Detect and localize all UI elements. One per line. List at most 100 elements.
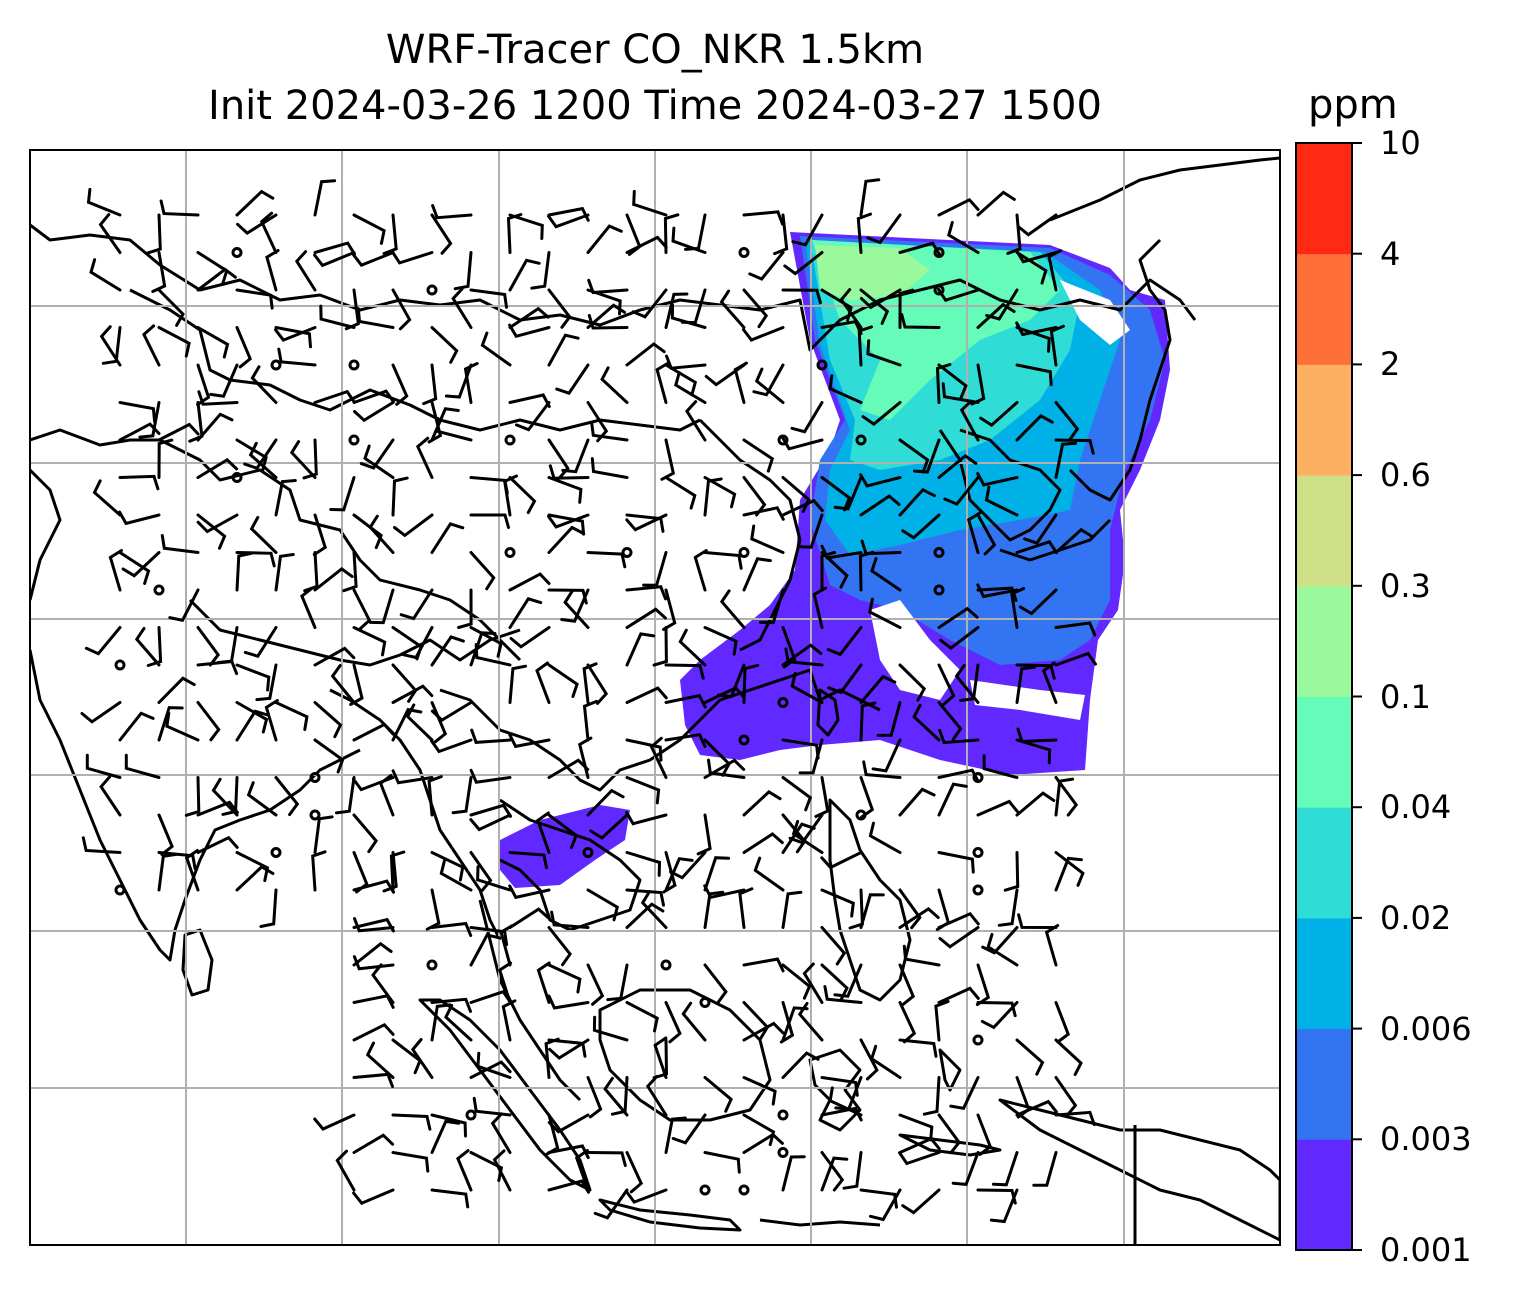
wind-barb	[758, 588, 785, 625]
wind-barb	[625, 851, 662, 877]
wind-barb	[124, 753, 161, 779]
wind-barb	[750, 524, 785, 554]
colorbar-tick-label: 10	[1380, 124, 1421, 162]
wind-barb	[719, 589, 746, 629]
wind-barb	[255, 663, 278, 702]
map-frame	[29, 149, 1281, 1246]
wind-barb	[798, 738, 824, 775]
wind-barb	[235, 551, 253, 592]
wind-barb	[748, 251, 785, 281]
wind-barb	[530, 251, 551, 290]
wind-barb	[274, 479, 297, 517]
wind-barb	[561, 438, 590, 474]
wind-barb	[587, 278, 629, 295]
wind-barb	[89, 258, 122, 292]
wind-barb	[1015, 540, 1058, 555]
wind-barb	[544, 1113, 560, 1156]
wind-barb	[391, 1151, 430, 1173]
wind-barb	[664, 693, 707, 709]
wind-barb	[586, 888, 620, 922]
wind-barb	[547, 476, 583, 504]
wind-barb	[476, 1051, 512, 1079]
wind-barb	[652, 1038, 669, 1080]
wind-barb	[693, 549, 708, 592]
wind-barb	[246, 781, 278, 817]
wind-barb	[86, 187, 122, 217]
wind-barb	[707, 758, 746, 779]
wind-barb	[812, 586, 828, 629]
wind-barb	[352, 1072, 394, 1088]
wind-barb	[1015, 251, 1048, 285]
wind-barb	[625, 1151, 644, 1194]
wind-barb	[754, 367, 785, 404]
wind-barb	[742, 476, 767, 517]
wind-barb	[508, 597, 543, 629]
wind-barb	[833, 476, 863, 511]
wind-barb	[589, 813, 629, 840]
wind-barb	[1003, 851, 1020, 892]
wind-barb	[157, 852, 178, 892]
wind-barb	[934, 1000, 950, 1042]
wind-barb	[574, 1149, 590, 1192]
wind-barb	[858, 550, 875, 592]
wind-barb	[593, 1188, 629, 1220]
wind-barb	[1054, 777, 1075, 817]
wind-barb	[791, 819, 824, 854]
wind-barb	[289, 440, 317, 479]
calm-wind-circle	[114, 659, 126, 671]
wind-barb	[742, 957, 785, 973]
wind-barb	[184, 849, 200, 892]
wind-barb	[430, 738, 473, 754]
coast-sri-lanka	[181, 928, 214, 997]
wind-barb	[480, 331, 512, 367]
wind-barb	[1047, 249, 1062, 292]
wind-barb	[703, 686, 746, 704]
wind-barb	[587, 314, 629, 330]
wind-barb	[550, 910, 590, 929]
wind-barb	[664, 663, 705, 680]
calm-wind-circle	[738, 734, 750, 746]
wind-barb	[365, 1041, 395, 1079]
wind-barb	[469, 803, 512, 818]
wind-barb	[823, 985, 863, 1004]
wind-barb	[196, 513, 227, 550]
wind-barb	[664, 292, 689, 329]
wind-barb	[92, 479, 122, 517]
map-area	[30, 150, 1280, 1245]
wind-barb	[294, 250, 317, 292]
wind-barb	[1016, 727, 1058, 744]
wind-barb	[508, 572, 551, 592]
wind-barb	[313, 646, 356, 667]
wind-barb	[1015, 249, 1058, 264]
wind-barb	[430, 326, 459, 364]
wind-barb	[937, 851, 975, 874]
wind-barb	[99, 775, 122, 817]
wind-barb	[652, 626, 668, 667]
wind-barb	[472, 1096, 512, 1117]
wind-barb	[986, 932, 1019, 967]
wind-barb	[827, 663, 863, 695]
wind-barb	[991, 1151, 1019, 1187]
wind-barb	[674, 371, 707, 404]
wind-barb	[820, 1106, 863, 1122]
wind-barb	[828, 374, 863, 404]
wind-barb	[685, 400, 707, 442]
wind-barb	[1023, 513, 1058, 545]
calm-wind-circle	[933, 584, 945, 596]
wind-barb	[536, 961, 551, 1004]
wind-barb	[979, 401, 1019, 427]
coast-borneo	[598, 988, 772, 1122]
wind-barb	[820, 288, 853, 322]
wind-barb	[859, 288, 890, 325]
wind-barb	[547, 1144, 590, 1160]
wind-barb	[742, 1113, 776, 1147]
calm-wind-circle	[933, 247, 945, 258]
wind-barb	[98, 213, 122, 254]
wind-barb	[976, 1001, 1017, 1018]
wind-barb	[742, 506, 785, 521]
wind-barb	[997, 888, 1019, 927]
wind-barb	[547, 926, 572, 967]
wind-barb	[980, 1001, 1019, 1030]
wind-barb	[508, 664, 528, 704]
wind-barb	[703, 758, 746, 779]
